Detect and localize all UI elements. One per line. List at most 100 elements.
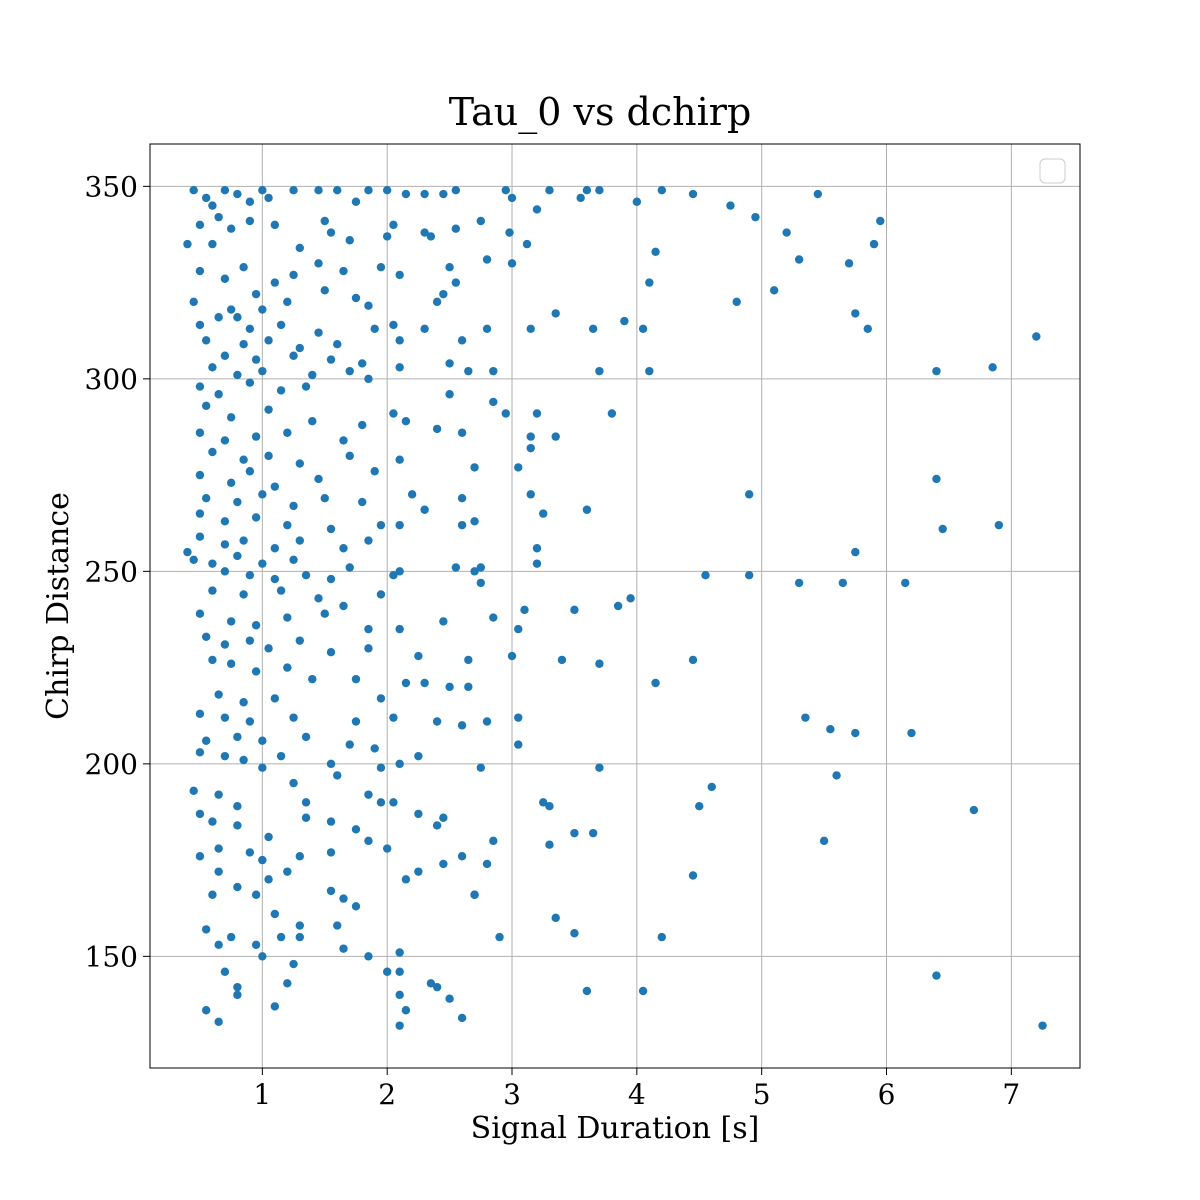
data-point [345,366,354,376]
data-point [333,921,342,930]
data-point [526,490,535,499]
data-point [969,805,979,815]
data-point [457,336,467,345]
data-point [595,659,604,668]
data-point [183,547,192,557]
data-point [457,852,467,861]
data-point [376,798,386,807]
data-point [489,397,498,407]
data-point [339,601,348,611]
data-point [351,293,361,303]
data-point [420,228,429,237]
data-point [320,216,329,226]
data-point [514,713,523,722]
data-point [301,732,311,742]
data-point [339,544,348,553]
data-point [301,798,311,807]
data-point [651,678,660,688]
data-point [994,520,1004,530]
data-point [270,544,280,553]
x-axis-label: Signal Duration [s] [471,1111,760,1146]
data-point [545,186,554,195]
data-point [551,913,560,923]
data-point [688,655,698,665]
data-point [869,239,879,249]
data-point [189,186,198,195]
data-point [395,624,404,634]
data-point [258,490,267,499]
data-point [645,366,654,376]
data-point [289,778,298,788]
data-point [283,867,292,876]
data-point [301,571,311,580]
data-point [301,382,311,391]
data-point [370,324,379,333]
data-point [532,559,542,568]
data-point [314,328,323,337]
data-point [201,925,211,934]
data-point [426,979,436,988]
data-point [389,220,398,230]
data-point [539,509,548,518]
data-point [364,644,373,653]
data-point [358,497,367,507]
data-point [389,798,398,807]
data-point [401,678,411,688]
data-point [507,651,517,661]
data-point [351,902,361,911]
data-point [195,266,205,276]
data-point [283,663,292,672]
data-point [432,297,442,307]
data-point [801,713,810,722]
data-point [570,828,579,838]
data-point [395,455,404,464]
data-point [395,363,404,372]
data-point [333,186,342,195]
data-point [326,759,336,769]
data-point [420,189,429,199]
data-point [489,836,498,846]
data-point [451,563,461,572]
data-point [339,894,348,903]
data-point [489,613,498,622]
data-point [695,802,704,811]
data-point [276,586,286,595]
data-point [464,366,473,376]
data-point [283,428,292,437]
data-point [551,309,560,318]
data-point [520,605,529,615]
data-point [358,420,367,430]
data-point [233,189,242,199]
data-point [239,263,248,272]
data-point [1038,1021,1047,1030]
data-point [414,751,423,761]
data-point [308,674,317,684]
data-point [270,220,280,230]
data-point [707,782,716,792]
data-point [245,467,255,476]
data-point [457,428,467,437]
data-point [389,320,398,330]
data-point [183,239,192,249]
data-point [557,655,567,665]
data-point [195,748,205,757]
data-point [382,844,392,853]
data-point [395,1021,404,1030]
x-tick-label: 4 [628,1078,646,1111]
data-point [214,390,223,399]
data-point [439,859,448,869]
data-point [358,359,367,368]
data-point [258,366,267,376]
plot-area-frame [149,143,1081,1069]
data-point [326,228,336,237]
data-point [333,340,342,349]
data-point [445,263,454,272]
data-point [201,632,211,641]
data-point [345,563,354,572]
legend-box [1039,158,1066,184]
data-point [233,821,242,830]
data-point [476,578,486,588]
data-point [470,517,479,526]
data-point [657,186,667,195]
